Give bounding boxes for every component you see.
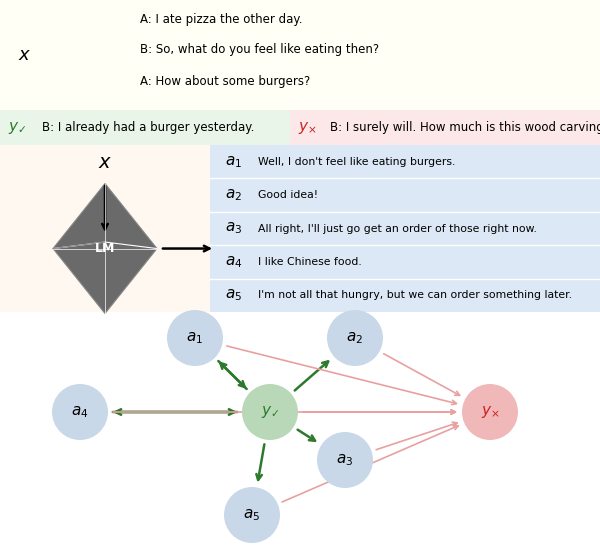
Text: $y_{\checkmark}$: $y_{\checkmark}$: [8, 119, 26, 136]
Text: A: How about some burgers?: A: How about some burgers?: [140, 76, 310, 88]
Circle shape: [327, 310, 383, 366]
FancyBboxPatch shape: [290, 110, 600, 145]
Text: $x$: $x$: [98, 153, 112, 172]
Text: $a_4$: $a_4$: [71, 404, 89, 420]
Circle shape: [242, 384, 298, 440]
Text: I'm not all that hungry, but we can order something later.: I'm not all that hungry, but we can orde…: [258, 290, 572, 300]
Text: B: So, what do you feel like eating then?: B: So, what do you feel like eating then…: [140, 44, 379, 57]
Text: $a_{3}$: $a_{3}$: [225, 221, 242, 236]
Text: $a_{5}$: $a_{5}$: [225, 287, 242, 303]
Text: B: I already had a burger yesterday.: B: I already had a burger yesterday.: [42, 121, 254, 134]
Circle shape: [462, 384, 518, 440]
Text: All right, I'll just go get an order of those right now.: All right, I'll just go get an order of …: [258, 223, 537, 234]
Text: Well, I don't feel like eating burgers.: Well, I don't feel like eating burgers.: [258, 157, 455, 167]
Text: Good idea!: Good idea!: [258, 190, 318, 200]
FancyBboxPatch shape: [210, 145, 600, 312]
Text: B: I surely will. How much is this wood carving?: B: I surely will. How much is this wood …: [330, 121, 600, 134]
Text: A: I ate pizza the other day.: A: I ate pizza the other day.: [140, 13, 302, 26]
Circle shape: [52, 384, 108, 440]
Text: $y_{\times}$: $y_{\times}$: [481, 404, 499, 420]
Text: $y_{\times}$: $y_{\times}$: [298, 119, 317, 136]
FancyBboxPatch shape: [0, 110, 290, 145]
Text: $y_{\checkmark}$: $y_{\checkmark}$: [261, 404, 279, 420]
Circle shape: [167, 310, 223, 366]
Circle shape: [317, 432, 373, 488]
Text: I like Chinese food.: I like Chinese food.: [258, 257, 362, 267]
Text: $a_{1}$: $a_{1}$: [225, 154, 242, 170]
Text: $a_{2}$: $a_{2}$: [225, 187, 242, 203]
Polygon shape: [53, 184, 157, 314]
Text: $a_5$: $a_5$: [244, 507, 260, 523]
FancyBboxPatch shape: [0, 312, 600, 560]
FancyBboxPatch shape: [0, 0, 600, 110]
Text: $a_1$: $a_1$: [187, 330, 203, 346]
FancyBboxPatch shape: [0, 145, 210, 312]
Text: $a_2$: $a_2$: [346, 330, 364, 346]
Circle shape: [224, 487, 280, 543]
Text: $x$: $x$: [18, 46, 31, 64]
Text: $a_{4}$: $a_{4}$: [225, 254, 242, 270]
Text: $a_3$: $a_3$: [337, 452, 353, 468]
Text: LM: LM: [95, 242, 115, 255]
